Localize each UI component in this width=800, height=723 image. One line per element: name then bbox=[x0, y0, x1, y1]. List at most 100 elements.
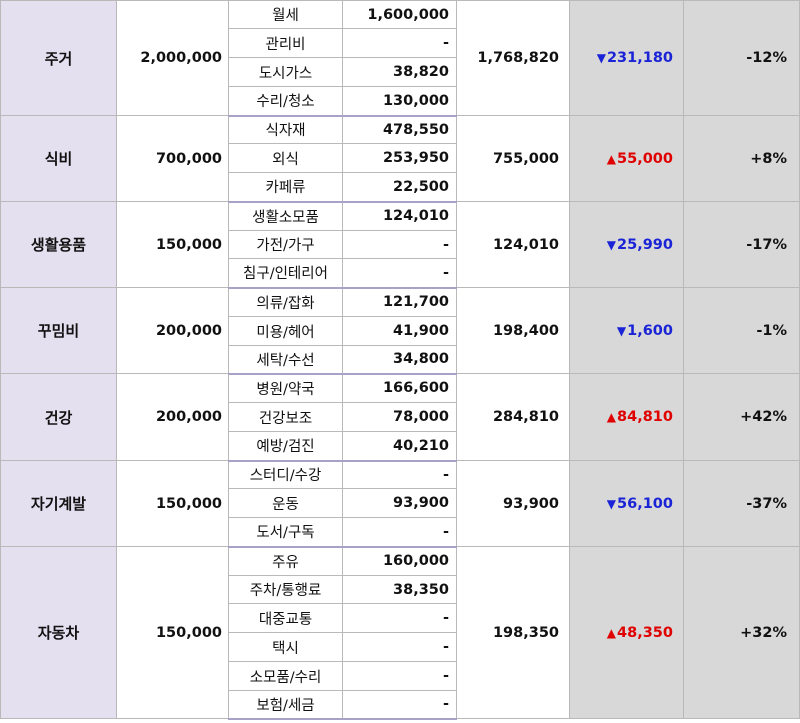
percent-cell[interactable]: -12% bbox=[683, 0, 800, 116]
table-row: 외식 253,950 bbox=[1, 143, 800, 173]
table-row: 생활용품 150,000 생활소모품 124,010 124,010 ▼25,990 -17… bbox=[0, 201, 800, 288]
budget-cell[interactable]: 2,000,000 bbox=[116, 0, 229, 116]
subcategory-cell[interactable]: 가전/가구 bbox=[228, 230, 343, 259]
amount-cell[interactable]: - bbox=[342, 690, 457, 720]
difference-value: ▼1,600 bbox=[617, 323, 673, 339]
amount-cell[interactable]: 253,950 bbox=[342, 143, 457, 173]
category-cell[interactable]: 식비 bbox=[0, 115, 117, 202]
subcategory-cell[interactable]: 택시 bbox=[228, 632, 343, 662]
difference-value: ▲84,810 bbox=[607, 409, 673, 425]
amount-cell[interactable]: - bbox=[342, 517, 457, 548]
table-row: 꾸밈비 200,000 의류/잡화 121,700 198,400 ▼1,600 -1% bbox=[0, 287, 800, 374]
category-cell[interactable]: 꾸밈비 bbox=[0, 287, 117, 374]
amount-cell[interactable]: 160,000 bbox=[342, 546, 457, 576]
percent-cell[interactable]: +32% bbox=[683, 546, 800, 719]
table-row: 운동 93,900 bbox=[1, 488, 800, 518]
amount-cell[interactable]: - bbox=[342, 258, 457, 289]
amount-cell[interactable]: 93,900 bbox=[342, 488, 457, 518]
subcategory-cell[interactable]: 도시가스 bbox=[228, 57, 343, 87]
subcategory-cell[interactable]: 수리/청소 bbox=[228, 86, 343, 117]
amount-cell[interactable]: 478,550 bbox=[342, 115, 457, 144]
category-cell[interactable]: 생활용품 bbox=[0, 201, 117, 288]
subcategory-cell[interactable]: 관리비 bbox=[228, 28, 343, 58]
budget-cell[interactable]: 200,000 bbox=[116, 373, 229, 461]
difference-cell[interactable]: ▲48,350 bbox=[569, 546, 684, 719]
amount-cell[interactable]: 22,500 bbox=[342, 172, 457, 203]
subcategory-cell[interactable]: 예방/검진 bbox=[228, 431, 343, 462]
amount-cell[interactable]: 78,000 bbox=[342, 402, 457, 432]
table-row: 식비 700,000 식자재 478,550 755,000 ▲55,000 +8% bbox=[0, 115, 800, 202]
amount-cell[interactable]: 130,000 bbox=[342, 86, 457, 117]
subcategory-cell[interactable]: 월세 bbox=[228, 0, 343, 29]
total-cell[interactable]: 198,350 bbox=[456, 546, 570, 719]
amount-cell[interactable]: 124,010 bbox=[342, 201, 457, 231]
difference-cell[interactable]: ▼231,180 bbox=[569, 0, 684, 116]
percent-cell[interactable]: +42% bbox=[683, 373, 800, 461]
subcategory-cell[interactable]: 운동 bbox=[228, 488, 343, 518]
amount-cell[interactable]: - bbox=[342, 28, 457, 58]
category-cell[interactable]: 자기계발 bbox=[0, 460, 117, 547]
category-cell[interactable]: 건강 bbox=[0, 373, 117, 461]
total-cell[interactable]: 198,400 bbox=[456, 287, 570, 374]
subcategory-cell[interactable]: 스터디/수강 bbox=[228, 460, 343, 489]
total-cell[interactable]: 124,010 bbox=[456, 201, 570, 288]
amount-cell[interactable]: 166,600 bbox=[342, 373, 457, 403]
amount-cell[interactable]: 40,210 bbox=[342, 431, 457, 462]
budget-cell[interactable]: 150,000 bbox=[116, 546, 229, 719]
budget-cell[interactable]: 150,000 bbox=[116, 460, 229, 547]
subcategory-cell[interactable]: 의류/잡화 bbox=[228, 287, 343, 317]
subcategory-cell[interactable]: 주유 bbox=[228, 546, 343, 576]
difference-cell[interactable]: ▲55,000 bbox=[569, 115, 684, 202]
amount-cell[interactable]: - bbox=[342, 603, 457, 633]
percent-cell[interactable]: +8% bbox=[683, 115, 800, 202]
difference-cell[interactable]: ▼25,990 bbox=[569, 201, 684, 288]
subcategory-cell[interactable]: 세탁/수선 bbox=[228, 345, 343, 375]
subcategory-cell[interactable]: 식자재 bbox=[228, 115, 343, 144]
total-cell[interactable]: 755,000 bbox=[456, 115, 570, 202]
table-row: 자동차 150,000 주유 160,000 198,350 ▲48,350 +32% bbox=[0, 546, 800, 719]
subcategory-cell[interactable]: 침구/인테리어 bbox=[228, 258, 343, 289]
amount-cell[interactable]: 34,800 bbox=[342, 345, 457, 375]
amount-cell[interactable]: - bbox=[342, 230, 457, 259]
category-cell[interactable]: 자동차 bbox=[0, 546, 117, 719]
amount-cell[interactable]: - bbox=[342, 632, 457, 662]
subcategory-cell[interactable]: 주차/통행료 bbox=[228, 575, 343, 604]
table-row: 소모품/수리 - bbox=[1, 661, 800, 691]
table-row: 가전/가구 - bbox=[1, 230, 800, 259]
amount-cell[interactable]: 38,350 bbox=[342, 575, 457, 604]
percent-cell[interactable]: -17% bbox=[683, 201, 800, 288]
subcategory-cell[interactable]: 외식 bbox=[228, 143, 343, 173]
subcategory-cell[interactable]: 보험/세금 bbox=[228, 690, 343, 720]
amount-cell[interactable]: - bbox=[342, 460, 457, 489]
category-cell[interactable]: 주거 bbox=[0, 0, 117, 116]
amount-cell[interactable]: 121,700 bbox=[342, 287, 457, 317]
total-cell[interactable]: 93,900 bbox=[456, 460, 570, 547]
subcategory-cell[interactable]: 카페류 bbox=[228, 172, 343, 203]
subcategory-cell[interactable]: 대중교통 bbox=[228, 603, 343, 633]
amount-cell[interactable]: - bbox=[342, 661, 457, 691]
difference-amount: 25,990 bbox=[617, 236, 673, 253]
subcategory-cell[interactable]: 도서/구독 bbox=[228, 517, 343, 548]
difference-cell[interactable]: ▲84,810 bbox=[569, 373, 684, 461]
subcategory-cell[interactable]: 건강보조 bbox=[228, 402, 343, 432]
amount-cell[interactable]: 38,820 bbox=[342, 57, 457, 87]
percent-cell[interactable]: -37% bbox=[683, 460, 800, 547]
difference-amount: 55,000 bbox=[617, 150, 673, 167]
total-cell[interactable]: 284,810 bbox=[456, 373, 570, 461]
amount-cell[interactable]: 41,900 bbox=[342, 316, 457, 346]
subcategory-cell[interactable]: 생활소모품 bbox=[228, 201, 343, 231]
subcategory-cell[interactable]: 소모품/수리 bbox=[228, 661, 343, 691]
difference-cell[interactable]: ▼56,100 bbox=[569, 460, 684, 547]
percent-cell[interactable]: -1% bbox=[683, 287, 800, 374]
budget-cell[interactable]: 200,000 bbox=[116, 287, 229, 374]
budget-cell[interactable]: 150,000 bbox=[116, 201, 229, 288]
total-cell[interactable]: 1,768,820 bbox=[456, 0, 570, 116]
subcategory-cell[interactable]: 미용/헤어 bbox=[228, 316, 343, 346]
subcategory-cell[interactable]: 병원/약국 bbox=[228, 373, 343, 403]
difference-cell[interactable]: ▼1,600 bbox=[569, 287, 684, 374]
triangle-down-icon: ▼ bbox=[606, 237, 617, 252]
budget-cell[interactable]: 700,000 bbox=[116, 115, 229, 202]
amount-cell[interactable]: 1,600,000 bbox=[342, 0, 457, 29]
